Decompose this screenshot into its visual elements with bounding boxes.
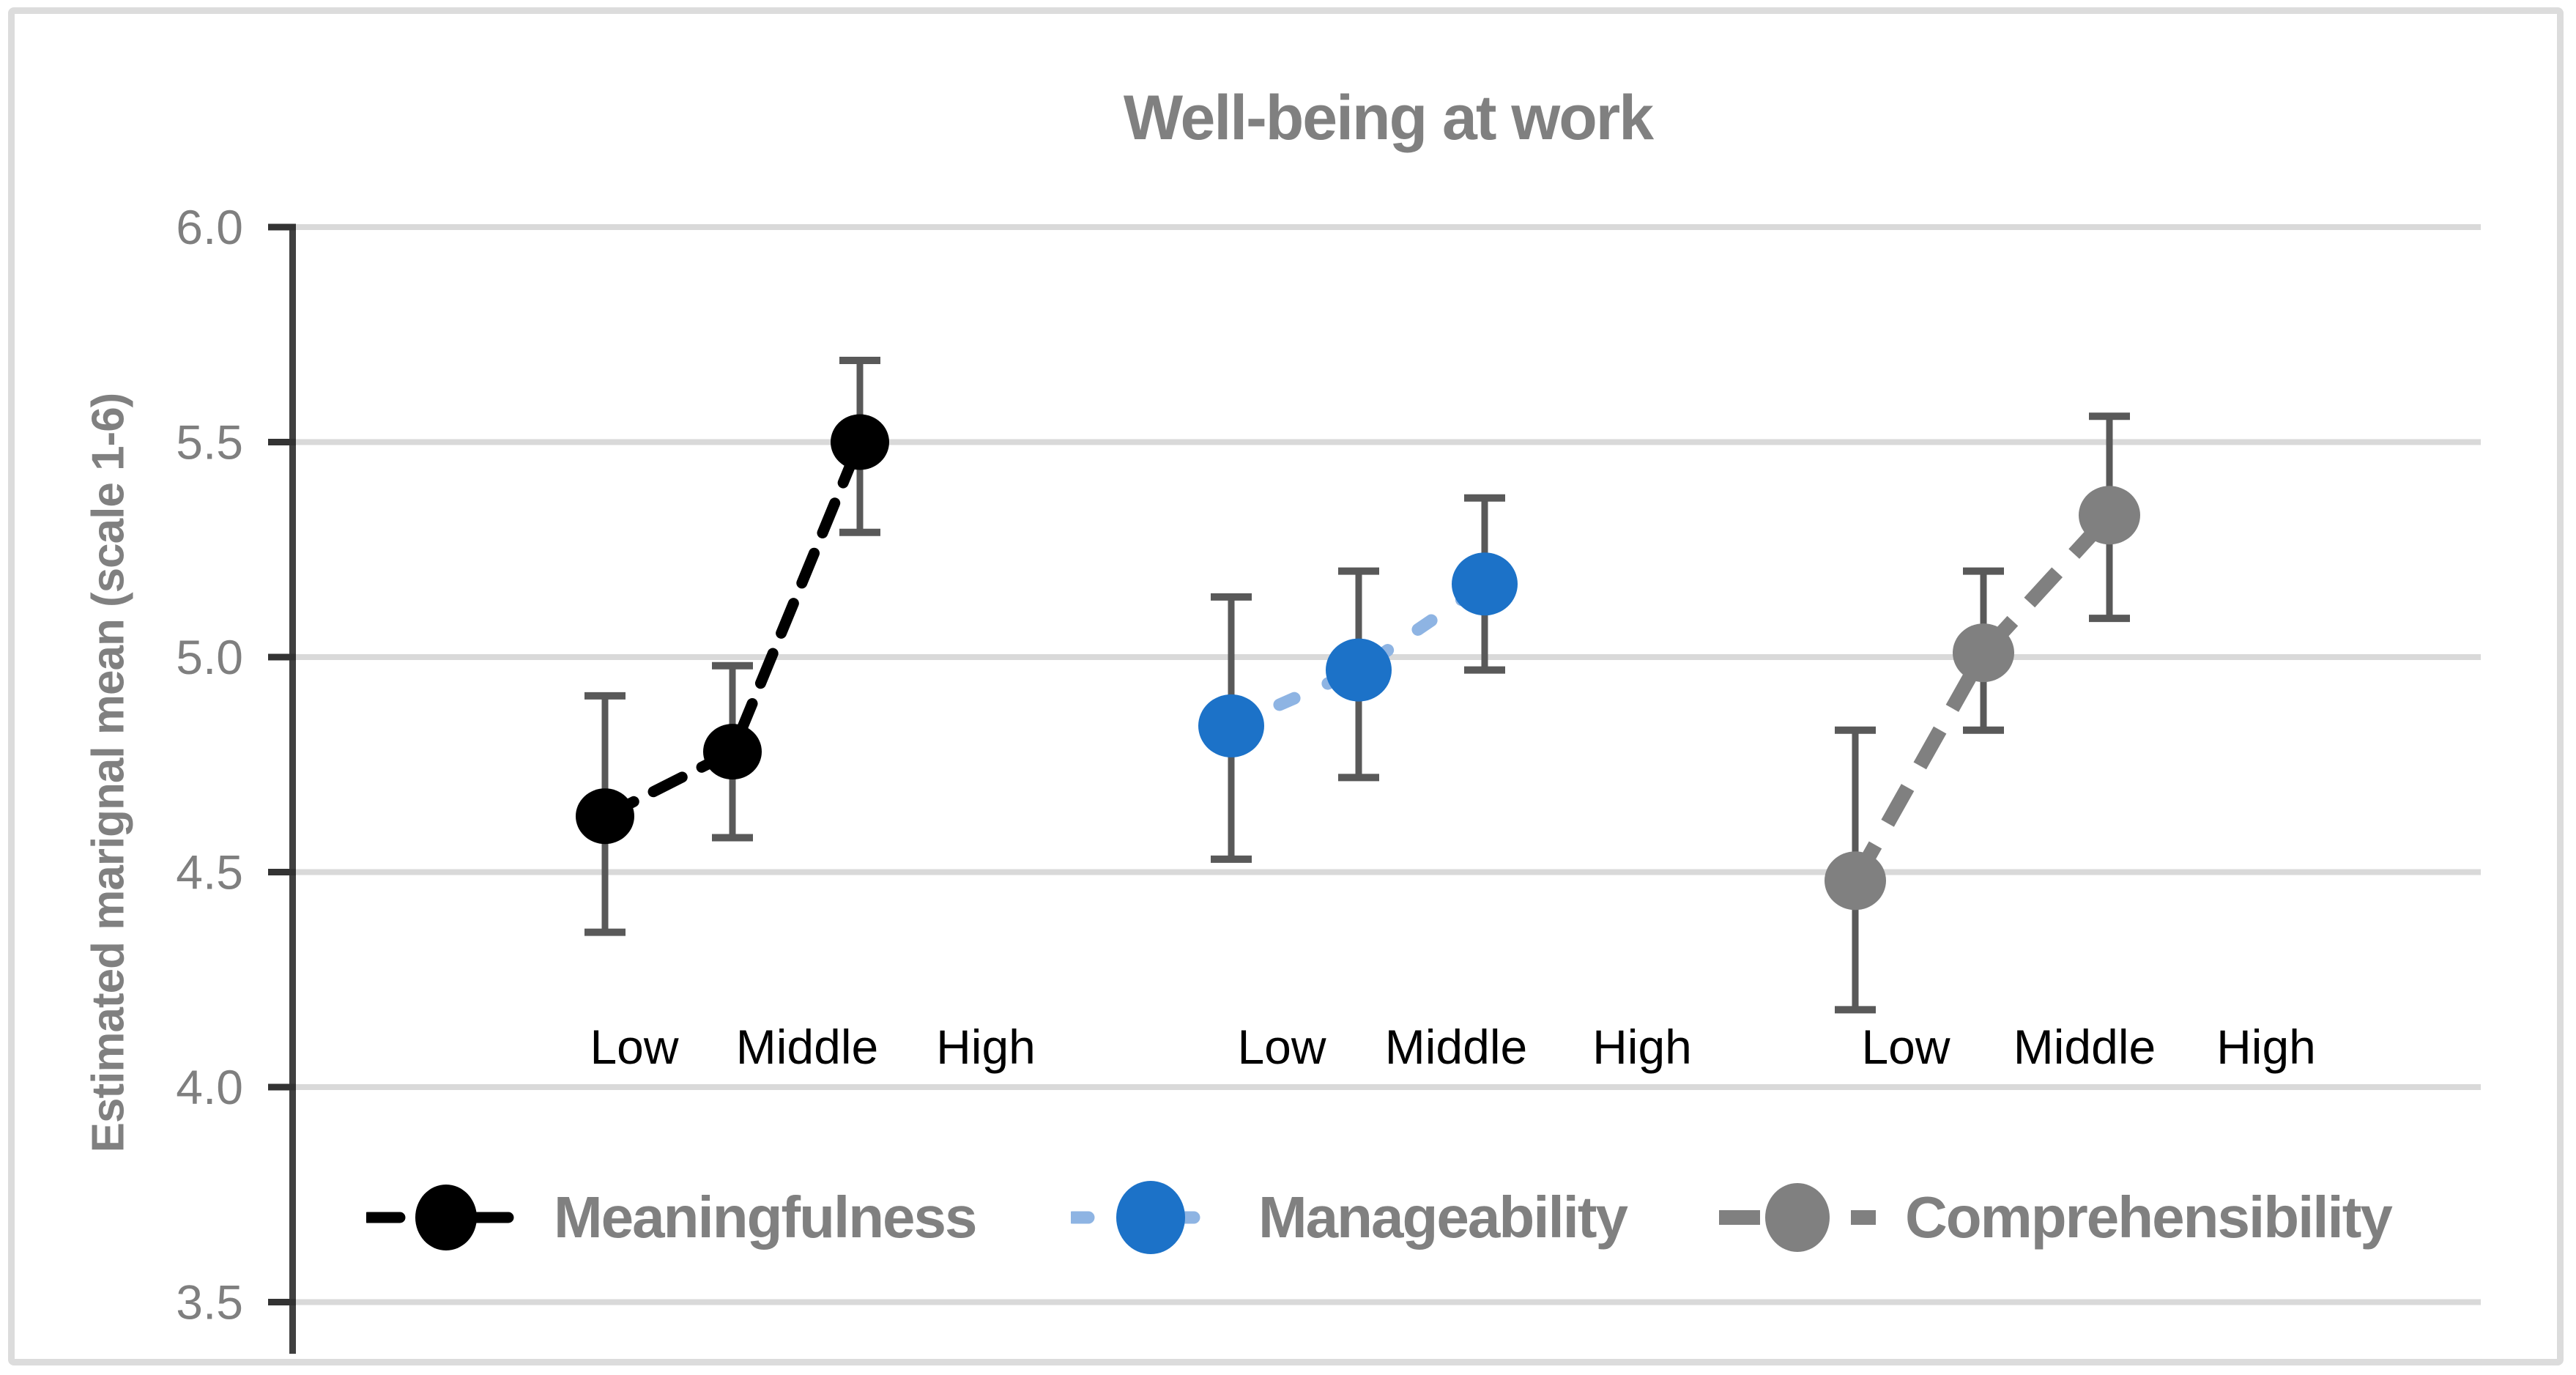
x-category-label: Low xyxy=(1861,1020,1950,1074)
x-category-label: Middle xyxy=(736,1020,878,1074)
y-axis-tick-mark xyxy=(268,869,296,875)
y-axis-tick-label: 5.0 xyxy=(176,630,243,684)
x-category-label: Low xyxy=(590,1020,678,1074)
x-category-label: Middle xyxy=(2013,1020,2156,1074)
x-category-label: Middle xyxy=(1385,1020,1527,1074)
y-axis-tick-label: 4.5 xyxy=(176,845,243,900)
data-point-meaningfulness-high xyxy=(831,414,889,470)
data-point-meaningfulness-low xyxy=(576,788,634,845)
y-axis-line xyxy=(289,224,296,1354)
y-axis-tick-mark xyxy=(268,439,296,445)
legend-label: Meaningfulness xyxy=(554,1185,978,1250)
y-axis-tick-mark xyxy=(268,1083,296,1091)
legend-item-comprehensibility: Comprehensibility xyxy=(1718,1175,2393,1260)
y-axis-tick-label: 6.0 xyxy=(176,200,243,254)
data-point-comprehensibility-middle xyxy=(1953,623,2014,683)
y-axis-tick-label: 4.0 xyxy=(176,1060,243,1114)
legend: Meaningfulness Manageability Comprehensibi… xyxy=(0,1175,2576,1260)
legend-marker-icon xyxy=(366,1185,526,1250)
data-point-meaningfulness-middle xyxy=(703,724,762,780)
x-category-label: High xyxy=(2216,1020,2316,1074)
legend-marker-icon xyxy=(1719,1183,1876,1252)
legend-label: Comprehensibility xyxy=(1905,1185,2393,1250)
legend-label: Manageability xyxy=(1258,1185,1628,1250)
chart-title: Well-being at work xyxy=(1123,83,1654,153)
data-point-manageability-high xyxy=(1452,552,1518,616)
legend-item-meaningfulness: Meaningfulness xyxy=(366,1175,978,1260)
y-axis-tick-label: 5.5 xyxy=(176,415,243,470)
y-axis-tick-mark xyxy=(268,1299,296,1305)
x-category-label: High xyxy=(1592,1020,1692,1074)
data-point-manageability-middle xyxy=(1326,638,1392,702)
x-category-label: Low xyxy=(1237,1020,1326,1074)
y-axis-tick-label: 3.5 xyxy=(176,1275,243,1330)
y-axis-tick-mark xyxy=(268,223,296,231)
data-point-manageability-low xyxy=(1198,694,1264,757)
data-point-comprehensibility-high xyxy=(2079,486,2140,545)
x-category-label: High xyxy=(936,1020,1036,1074)
series-connector-comprehensibility xyxy=(1849,510,2115,885)
legend-item-manageability: Manageability xyxy=(1071,1175,1628,1260)
data-point-comprehensibility-low xyxy=(1825,851,1886,911)
legend-marker-icon xyxy=(1071,1181,1231,1254)
y-axis-tick-mark xyxy=(268,653,296,661)
